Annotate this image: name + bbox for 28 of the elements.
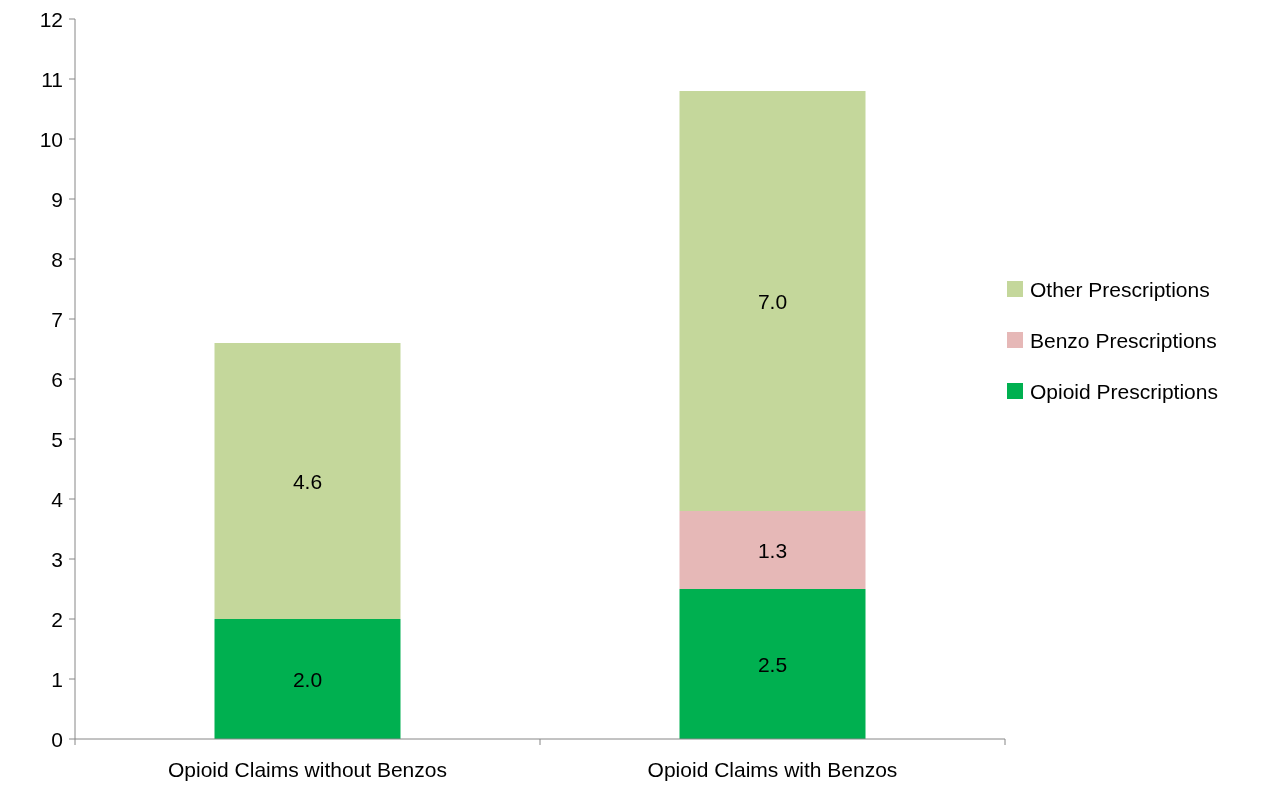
bar (679, 511, 866, 589)
y-tick-label: 5 (51, 427, 63, 451)
y-tick-label: 9 (51, 187, 63, 211)
legend-label: Opioid Prescriptions (1030, 379, 1218, 403)
legend-label: Other Prescriptions (1030, 277, 1210, 301)
data-label: 4.6 (292, 469, 323, 493)
bar (214, 343, 401, 619)
x-tick-label: Opioid Claims without Benzos (168, 758, 447, 781)
y-tick-label: 3 (51, 547, 63, 571)
y-tick-label: 1 (51, 667, 63, 691)
legend-label: Benzo Prescriptions (1030, 328, 1217, 352)
y-tick-label: 8 (51, 247, 63, 271)
y-tick-label: 0 (51, 727, 63, 751)
y-tick-label: 7 (51, 307, 63, 331)
y-tick-label: 4 (51, 487, 64, 511)
bar (679, 589, 866, 739)
y-tick-label: 12 (39, 7, 63, 31)
y-tick-label: 6 (51, 367, 63, 391)
data-label: 7.0 (757, 289, 788, 313)
bar (214, 619, 401, 739)
y-tick-label: 11 (41, 67, 63, 91)
data-label: 2.5 (757, 652, 788, 676)
y-tick-label: 2 (51, 607, 63, 631)
x-tick-label: Opioid Claims with Benzos (647, 758, 898, 781)
data-label: 1.3 (757, 538, 788, 562)
bar (679, 91, 866, 511)
data-label: 2.0 (292, 667, 323, 691)
y-tick-label: 10 (39, 127, 63, 151)
